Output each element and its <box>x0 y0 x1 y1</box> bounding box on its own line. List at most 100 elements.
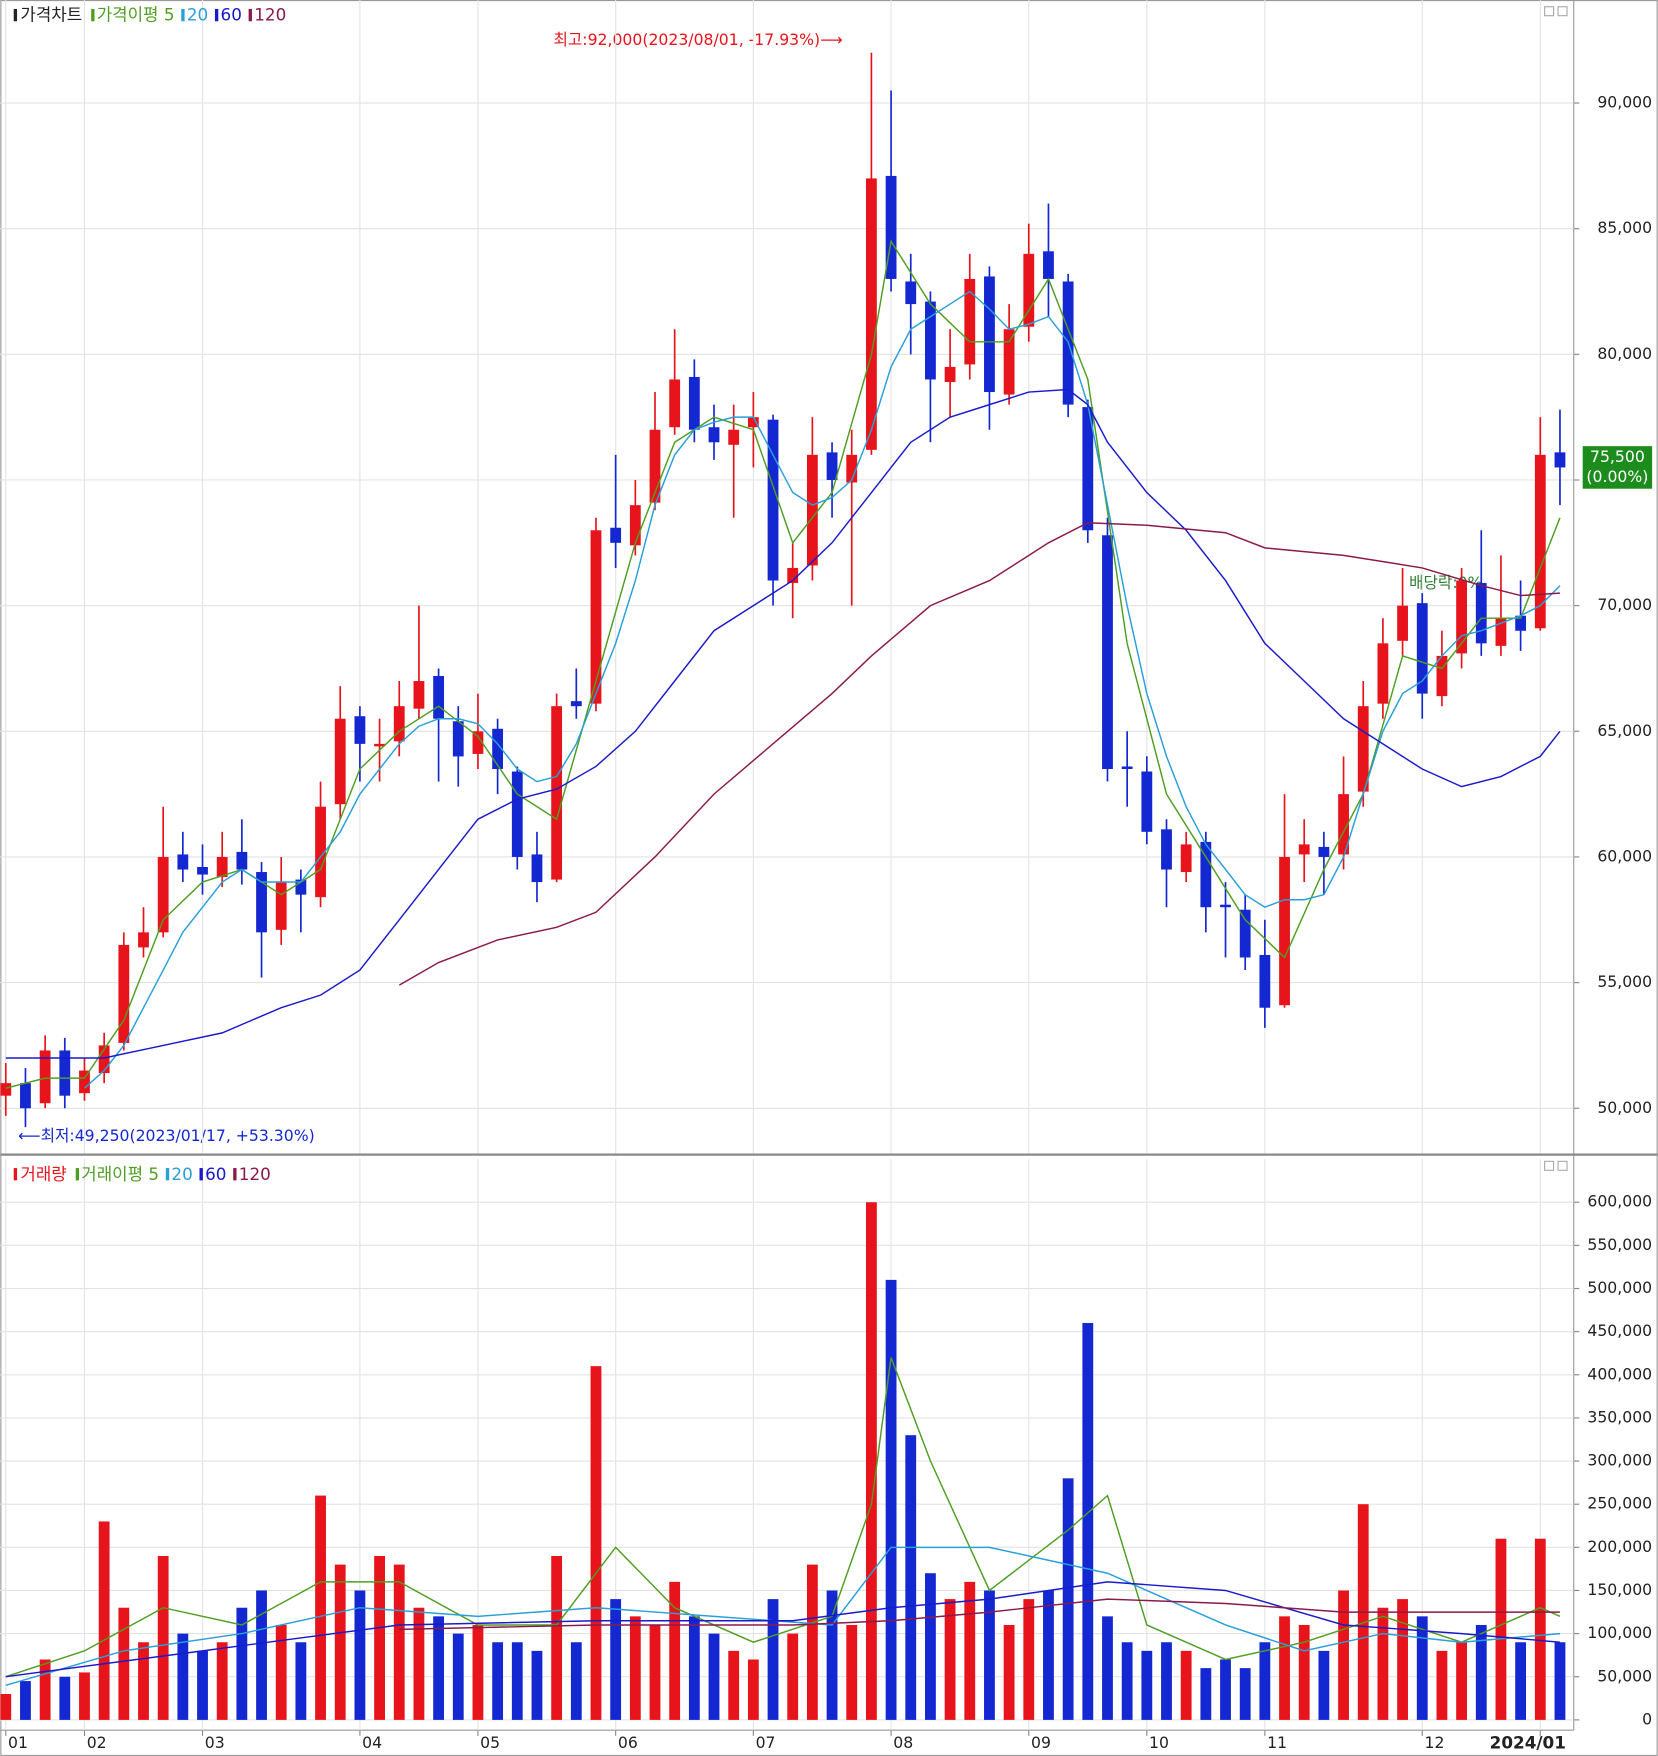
volume-bar <box>1141 1650 1153 1720</box>
volume-bar <box>39 1659 51 1720</box>
volume-bar <box>1062 1478 1074 1720</box>
candle-body <box>138 932 149 948</box>
low-annotation: ⟵최저:49,250(2023/01/17, +53.30%) <box>18 1126 315 1145</box>
volume-bar <box>1377 1607 1389 1720</box>
ma-line <box>5 1357 1561 1678</box>
legend-swatch <box>181 8 185 22</box>
volume-bar <box>806 1564 818 1720</box>
candle-body <box>1495 618 1507 646</box>
y-tick-label: 70,000 <box>1597 595 1652 614</box>
candle-body <box>1180 844 1192 873</box>
ma-line <box>399 1598 1560 1631</box>
candle-body <box>275 882 287 930</box>
candle-body <box>216 856 228 878</box>
volume-bar <box>570 1642 582 1720</box>
y-tick-label: 300,000 <box>1587 1451 1652 1470</box>
candle-body <box>1357 706 1369 792</box>
candle-body <box>374 743 385 747</box>
candle-body <box>649 429 661 503</box>
x-tick-label: 09 <box>1031 1733 1051 1752</box>
volume-bar <box>1082 1323 1094 1720</box>
candle-body <box>610 527 622 543</box>
volume-bar <box>492 1642 504 1720</box>
candle-body <box>98 1045 110 1074</box>
y-tick-label: 0 <box>1642 1709 1652 1728</box>
icon[interactable] <box>1557 6 1568 17</box>
candle-body <box>1554 452 1566 468</box>
y-tick-label: 60,000 <box>1597 846 1652 865</box>
volume-bar <box>610 1599 622 1720</box>
candle-body <box>472 731 484 754</box>
volume-bar <box>984 1590 995 1720</box>
volume-bar <box>98 1521 110 1720</box>
candle-body <box>0 1083 12 1096</box>
candle-body <box>1082 407 1094 531</box>
icon[interactable] <box>1544 6 1555 17</box>
volume-bar <box>1318 1650 1330 1720</box>
legend-swatch <box>199 1168 203 1181</box>
x-tick-label: 2024/01 <box>1490 1733 1566 1753</box>
legend-title: 거래량 <box>20 1164 66 1184</box>
legend-swatch <box>248 8 252 22</box>
candle-body <box>1220 904 1231 908</box>
candle-body <box>865 178 877 450</box>
y-tick-label: 250,000 <box>1587 1494 1652 1513</box>
icon[interactable] <box>1544 1160 1555 1171</box>
panel-icons <box>1544 6 1568 1171</box>
volume-bar <box>590 1366 602 1720</box>
volume-bar <box>1180 1650 1192 1720</box>
y-tick-label: 90,000 <box>1597 93 1652 112</box>
icon[interactable] <box>1557 1160 1568 1171</box>
candle-body <box>787 567 799 584</box>
candle-body <box>1475 583 1487 644</box>
volume-bar <box>747 1659 759 1720</box>
candle-body <box>747 417 759 428</box>
high-annotation: 최고:92,000(2023/08/01, -17.93%)⟶ <box>554 30 843 49</box>
candle-body <box>826 452 838 480</box>
ma-line <box>398 522 1561 986</box>
volume-bar <box>826 1590 838 1720</box>
volume-bar <box>649 1624 661 1720</box>
candle-body <box>1003 329 1015 395</box>
candle-body <box>1416 603 1428 694</box>
candle-body <box>806 454 818 566</box>
volume-bar <box>885 1279 897 1720</box>
volume-bar <box>1279 1616 1290 1720</box>
x-tick-label: 08 <box>893 1733 913 1752</box>
x-tick-label: 02 <box>87 1733 107 1752</box>
volume-bar <box>413 1607 425 1720</box>
candle-body <box>1338 794 1349 855</box>
candle-body <box>511 771 523 857</box>
legend-swatch <box>165 1168 170 1181</box>
candle-body <box>1239 909 1251 958</box>
ma-line <box>5 239 1561 1089</box>
candle-body <box>177 854 189 870</box>
legend-label: 20 <box>171 1164 192 1184</box>
ma-line <box>84 290 1561 1089</box>
volume-bar <box>1200 1668 1212 1720</box>
volume-bar <box>79 1672 90 1720</box>
candle-body <box>295 879 307 895</box>
y-tick-label: 350,000 <box>1587 1407 1652 1426</box>
legend-swatch <box>75 1168 80 1181</box>
candle-body <box>1259 954 1271 1008</box>
legend-label: 60 <box>205 1164 226 1184</box>
candle-body <box>79 1070 90 1094</box>
volume-bar <box>59 1676 71 1720</box>
volume-bar <box>256 1590 267 1720</box>
panel: 50,00055,00060,00065,00070,00075,00080,0… <box>0 0 1653 1154</box>
candle-body <box>1377 643 1389 704</box>
candle-body <box>39 1050 51 1104</box>
candle-body <box>1318 846 1330 857</box>
volume-bar <box>1043 1590 1054 1720</box>
volume-bar <box>157 1555 169 1720</box>
volume-bar <box>728 1650 740 1720</box>
candle-body <box>984 276 995 393</box>
candle-body <box>885 175 897 279</box>
volume-bar <box>846 1624 858 1720</box>
candle-body <box>1161 829 1172 870</box>
volume-bar <box>216 1642 228 1720</box>
candle-body <box>688 376 700 430</box>
volume-bar <box>275 1624 287 1720</box>
y-tick-label: 55,000 <box>1597 972 1652 991</box>
